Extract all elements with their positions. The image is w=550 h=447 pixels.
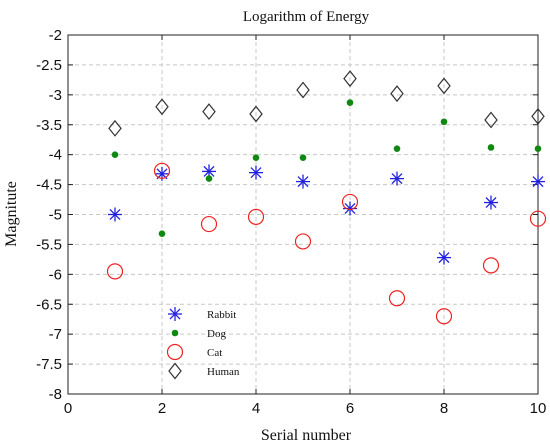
point-dog bbox=[534, 145, 542, 152]
x-tick-label: 2 bbox=[158, 400, 166, 417]
point-dog bbox=[252, 154, 260, 161]
chart-title: Logarithm of Energy bbox=[243, 9, 370, 25]
y-tick-label: -3.5 bbox=[36, 117, 62, 134]
y-tick-label: -6.5 bbox=[36, 296, 62, 313]
y-tick-label: -4.5 bbox=[36, 177, 62, 194]
y-tick-label: -5 bbox=[49, 207, 62, 224]
point-rabbit bbox=[390, 171, 404, 186]
legend-label: Cat bbox=[207, 347, 222, 359]
axis-ticks: 0 2 4 6 8 10 -2 -2.5 -3 -3.5 -4 -4.5 -5 -5.5 -6 -6.5 -7 -… bbox=[36, 27, 546, 417]
point-rabbit bbox=[249, 165, 263, 180]
legend-marker-cat bbox=[166, 343, 184, 361]
point-human bbox=[296, 81, 310, 99]
point-dog bbox=[158, 230, 166, 237]
point-rabbit bbox=[437, 250, 451, 265]
y-tick-label: -2 bbox=[49, 27, 62, 44]
series-cat bbox=[106, 162, 547, 325]
x-axis-label: Serial number bbox=[261, 427, 352, 444]
point-cat bbox=[247, 208, 265, 225]
data-points bbox=[106, 70, 547, 325]
point-cat bbox=[529, 210, 547, 227]
legend-marker-dog bbox=[171, 329, 179, 337]
legend-item-human: Human bbox=[168, 362, 240, 380]
point-dog bbox=[299, 154, 307, 161]
y-tick-label: -8 bbox=[49, 386, 62, 403]
point-dog bbox=[111, 151, 119, 158]
y-tick-label: -4 bbox=[49, 147, 62, 164]
y-tick-label: -3 bbox=[49, 87, 62, 104]
y-tick-label: -7.5 bbox=[36, 356, 62, 373]
legend-item-cat: Cat bbox=[166, 343, 222, 361]
point-cat bbox=[435, 308, 453, 325]
point-cat bbox=[200, 215, 218, 233]
point-dog bbox=[487, 144, 495, 151]
point-rabbit bbox=[296, 174, 310, 189]
point-dog bbox=[205, 175, 213, 182]
point-rabbit bbox=[484, 195, 498, 210]
y-axis-label: Magnitute bbox=[3, 181, 20, 247]
point-cat bbox=[482, 257, 500, 274]
x-tick-label: 4 bbox=[252, 400, 260, 417]
series-dog bbox=[111, 99, 542, 237]
point-cat bbox=[106, 263, 124, 280]
point-human bbox=[531, 107, 545, 125]
series-human bbox=[108, 70, 545, 137]
legend: Rabbit Dog Cat Human bbox=[166, 307, 240, 380]
x-tick-label: 6 bbox=[346, 400, 354, 417]
point-cat bbox=[388, 290, 406, 307]
point-human bbox=[108, 119, 122, 137]
point-human bbox=[155, 98, 169, 116]
y-tick-label: -6 bbox=[49, 266, 62, 283]
y-tick-label: -2.5 bbox=[36, 57, 62, 74]
point-rabbit bbox=[343, 201, 357, 216]
point-cat bbox=[153, 162, 171, 179]
legend-marker-human bbox=[168, 362, 182, 380]
point-human bbox=[390, 85, 404, 103]
point-human bbox=[437, 77, 451, 95]
x-tick-label: 8 bbox=[440, 400, 448, 417]
x-tick-label: 0 bbox=[64, 400, 72, 417]
point-rabbit bbox=[202, 164, 216, 179]
legend-item-dog: Dog bbox=[171, 328, 226, 340]
legend-marker-rabbit bbox=[168, 307, 182, 321]
point-human bbox=[343, 70, 357, 88]
point-rabbit bbox=[108, 207, 122, 222]
point-human bbox=[484, 111, 498, 129]
legend-label: Human bbox=[207, 366, 240, 378]
point-dog bbox=[346, 99, 354, 106]
point-dog bbox=[393, 145, 401, 152]
legend-label: Rabbit bbox=[207, 309, 236, 321]
point-human bbox=[249, 105, 263, 123]
point-cat bbox=[341, 193, 359, 211]
y-tick-label: -7 bbox=[49, 326, 62, 343]
legend-item-rabbit: Rabbit bbox=[168, 307, 236, 321]
x-tick-label: 10 bbox=[530, 400, 547, 417]
point-dog bbox=[440, 118, 448, 126]
legend-label: Dog bbox=[207, 328, 226, 340]
point-rabbit bbox=[531, 174, 545, 189]
grid bbox=[68, 35, 538, 394]
point-cat bbox=[294, 233, 312, 250]
point-human bbox=[202, 103, 216, 121]
y-tick-label: -5.5 bbox=[36, 236, 62, 253]
